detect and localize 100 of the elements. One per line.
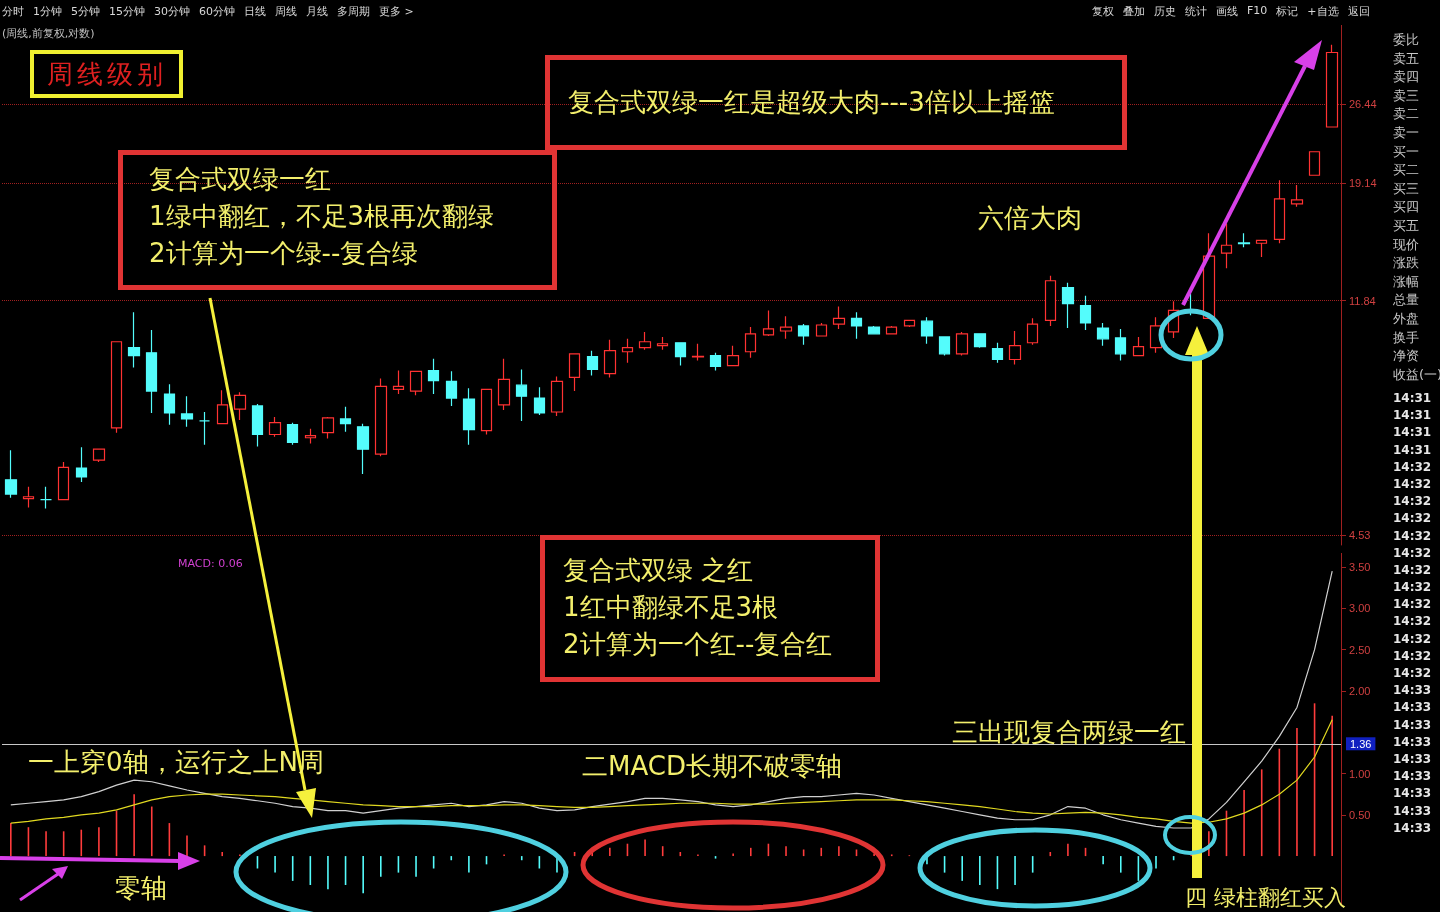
- text: 买五: [1393, 216, 1420, 235]
- text: 返回: [1347, 4, 1370, 20]
- candlestick: [955, 331, 969, 357]
- text: 14:31: [1393, 441, 1432, 459]
- candlestick: [638, 331, 652, 351]
- candlestick: [110, 341, 123, 434]
- candlestick: [1061, 282, 1075, 329]
- candlestick: [762, 309, 775, 337]
- y-tick-label: 19.14: [1349, 177, 1377, 190]
- text: 月线: [306, 4, 328, 20]
- annotation: 复合式双绿 之红 1红中翻绿不足3根 2计算为一个红--复合红: [540, 535, 880, 682]
- text: 买三: [1393, 179, 1420, 198]
- candlestick: [145, 329, 158, 414]
- candlestick: [127, 311, 141, 369]
- text: 14:33: [1393, 682, 1432, 700]
- annotation: 六倍大肉: [978, 202, 1082, 235]
- text: 总量: [1393, 291, 1420, 310]
- text: 卖四: [1393, 68, 1420, 87]
- candlestick: [374, 377, 388, 457]
- text: 涨跌: [1393, 254, 1420, 273]
- candlestick: [1044, 275, 1057, 327]
- annotation: 复合式双绿一红是超级大肉---3倍以上摇篮: [545, 55, 1127, 150]
- y-tick-label: 11.84: [1349, 294, 1376, 307]
- text: 1分钟: [33, 4, 62, 20]
- text: 60分钟: [199, 4, 235, 20]
- candlestick: [339, 406, 352, 433]
- text: 画线: [1216, 4, 1238, 20]
- candlestick: [1026, 317, 1039, 346]
- candlestick: [656, 336, 669, 351]
- text: 买二: [1393, 161, 1420, 180]
- candlestick: [903, 319, 916, 328]
- candlestick: [445, 370, 458, 407]
- text: 14:32: [1393, 510, 1432, 528]
- candlestick: [180, 395, 194, 428]
- candlestick: [22, 486, 35, 509]
- candlestick: [621, 338, 634, 364]
- candlestick: [57, 461, 70, 501]
- candlestick: [568, 353, 581, 392]
- candlestick: [75, 446, 88, 483]
- candlestick: [691, 343, 705, 362]
- candlestick: [1325, 44, 1339, 128]
- text: 复权: [1092, 4, 1114, 20]
- candlestick: [674, 342, 687, 367]
- text: 14:32: [1393, 527, 1432, 545]
- candlestick: [797, 323, 810, 346]
- text: 委比: [1393, 31, 1420, 49]
- y-tick-label: 1.00: [1349, 767, 1371, 780]
- text: 日线: [244, 4, 266, 20]
- text: 换手: [1393, 328, 1420, 347]
- candlestick: [163, 383, 176, 426]
- candlestick: [709, 352, 722, 372]
- text: 14:33: [1393, 768, 1432, 786]
- candlestick: [1114, 328, 1127, 362]
- text: 14:33: [1393, 750, 1432, 768]
- text: 多周期: [337, 4, 370, 20]
- text: 14:31: [1393, 407, 1432, 425]
- candlestick: [1273, 179, 1286, 244]
- annotation: 二MACD长期不破零轴: [582, 750, 842, 783]
- annotation: 零轴: [115, 872, 167, 905]
- text: 14:32: [1393, 544, 1432, 562]
- text: 统计: [1185, 4, 1207, 20]
- candlestick: [268, 416, 282, 438]
- text: 14:32: [1393, 458, 1432, 476]
- candlestick: [744, 326, 757, 359]
- candlestick: [304, 428, 317, 445]
- candlestick: [1255, 239, 1268, 258]
- candlestick: [39, 486, 53, 510]
- y-tick-label: 3.00: [1349, 602, 1371, 615]
- candlestick: [427, 358, 440, 395]
- annotation: 周线级别: [30, 50, 183, 98]
- text: +自选: [1307, 4, 1339, 20]
- candlestick: [409, 370, 423, 396]
- text: 14:33: [1393, 699, 1432, 717]
- candlestick: [885, 325, 898, 335]
- annotation: (周线,前复权,对数): [2, 27, 95, 41]
- candlestick: [603, 339, 617, 379]
- candlestick: [462, 387, 476, 446]
- candlestick: [286, 422, 299, 446]
- candlestick: [779, 315, 793, 340]
- text: 14:33: [1393, 785, 1432, 803]
- text: 14:32: [1393, 561, 1432, 579]
- text: 分时: [2, 4, 24, 20]
- text: 历史: [1154, 4, 1176, 20]
- text: 14:31: [1393, 424, 1432, 442]
- text: 卖三: [1393, 86, 1420, 105]
- y-tick-label: 3.50: [1349, 561, 1371, 574]
- y-tick-label: 2.00: [1349, 684, 1371, 697]
- text: 14:32: [1393, 475, 1432, 493]
- text: 买四: [1393, 198, 1420, 217]
- candlestick: [497, 358, 511, 411]
- candlestick: [991, 342, 1004, 364]
- annotation: MACD: 0.06: [178, 557, 243, 571]
- text: 14:31: [1393, 390, 1432, 407]
- text: 14:32: [1393, 647, 1432, 665]
- text: 14:33: [1393, 716, 1432, 734]
- text: 标记: [1276, 4, 1299, 20]
- candlestick: [1079, 295, 1092, 331]
- candlestick: [832, 305, 846, 330]
- candlestick: [586, 350, 599, 377]
- text: 14:32: [1393, 596, 1432, 614]
